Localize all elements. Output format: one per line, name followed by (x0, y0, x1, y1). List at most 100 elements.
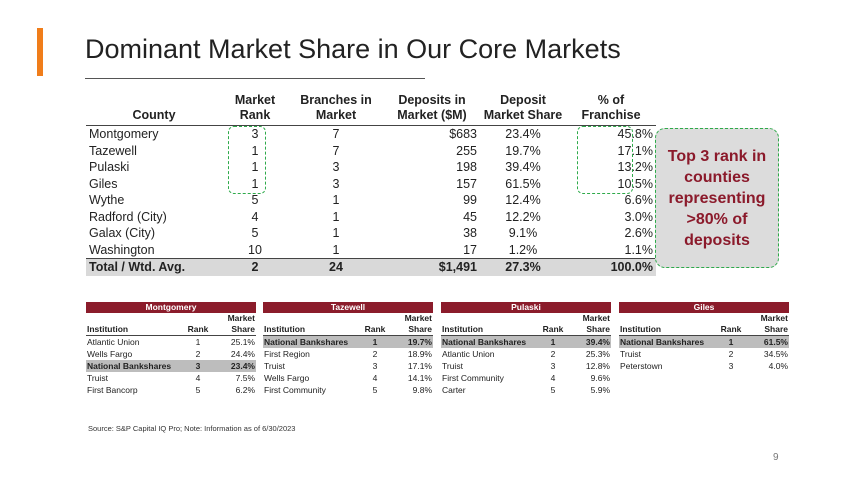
institution: First Region (264, 349, 310, 359)
market-share: 25.3% (585, 349, 610, 359)
market-share: 18.9% (407, 349, 432, 359)
cell: 61.5% (505, 176, 541, 191)
cell: 1 (251, 160, 259, 175)
market-share: 61.5% (747, 335, 789, 348)
cell: Tazewell (89, 143, 137, 158)
cell: Wythe (89, 193, 125, 208)
table-row: Wythe 5 1 99 12.4% 6.6% (86, 192, 656, 209)
market-share: 12.8% (585, 361, 610, 371)
rank: 3 (182, 360, 214, 372)
table-row: Radford (City) 4 1 45 12.2% 3.0% (86, 209, 656, 226)
header: Market (404, 313, 432, 323)
header: Institution (263, 324, 359, 336)
rank: 4 (550, 373, 556, 383)
cell: 17.1% (617, 143, 653, 158)
table-row: National Bankshares 1 19.7% (263, 335, 433, 348)
cell: Radford (City) (89, 209, 167, 224)
cell: 10 (248, 242, 262, 257)
cell: 1.2% (508, 242, 538, 257)
title-divider (85, 78, 425, 79)
cell: 9.1% (508, 226, 538, 241)
cell: $683 (449, 127, 477, 142)
cell: 255 (456, 143, 477, 158)
header-line1: Market (234, 93, 276, 107)
header-line2: Rank (222, 108, 288, 126)
header: Institution (619, 324, 715, 336)
accent-bar (37, 28, 43, 76)
header: Institution (441, 324, 537, 336)
institution: First Bancorp (87, 385, 138, 395)
cell: 7 (332, 143, 340, 158)
market-name: Tazewell (263, 302, 433, 313)
rank: 5 (550, 385, 556, 395)
table-row: Truist 2 34.5% (619, 348, 789, 360)
rank: 4 (195, 373, 201, 383)
total-cell: $1,491 (384, 258, 480, 276)
rank: 1 (537, 335, 569, 348)
cell: Montgomery (89, 127, 159, 142)
table-row: Truist 3 17.1% (263, 360, 433, 372)
header-line1: % of (597, 93, 625, 107)
header: Market (760, 313, 788, 323)
market-share: 4.0% (768, 361, 788, 371)
institution: Truist (87, 373, 108, 383)
table-row: First Bancorp 5 6.2% (86, 384, 256, 396)
cell: Washington (89, 242, 155, 257)
header-line1: Deposits in (398, 93, 466, 107)
header: Share (747, 324, 789, 336)
table-row: First Region 2 18.9% (263, 348, 433, 360)
total-cell: Total / Wtd. Avg. (86, 258, 222, 276)
rank: 4 (372, 373, 378, 383)
header: Rank (359, 324, 391, 336)
cell: 17 (463, 242, 477, 257)
rank: 5 (195, 385, 201, 395)
table-row: Washington 10 1 17 1.2% 1.1% (86, 242, 656, 259)
cell: Giles (89, 176, 118, 191)
market-share: 17.1% (407, 361, 432, 371)
rank: 3 (372, 361, 378, 371)
market-share: 9.8% (412, 385, 432, 395)
institution: Truist (264, 361, 285, 371)
cell: 4 (251, 209, 259, 224)
market-share: 24.4% (230, 349, 255, 359)
institution: Wells Fargo (264, 373, 310, 383)
table-row: Atlantic Union 1 25.1% (86, 336, 256, 349)
cell: Pulaski (89, 160, 130, 175)
header: Rank (715, 324, 747, 336)
cell: 1 (251, 143, 259, 158)
market-share: 14.1% (407, 373, 432, 383)
market-share: 6.2% (235, 385, 255, 395)
header: Market (227, 313, 255, 323)
cell: 6.6% (624, 193, 654, 208)
total-cell: 100.0% (566, 258, 656, 276)
page-number: 9 (773, 452, 779, 463)
rank: 2 (550, 349, 556, 359)
market-share: 9.6% (590, 373, 610, 383)
institution: First Community (442, 373, 504, 383)
rank-highlight (228, 126, 266, 194)
institution: Atlantic Union (442, 349, 495, 359)
header-line1: Branches in (300, 93, 372, 107)
institution: National Bankshares (441, 335, 537, 348)
cell: 5 (251, 226, 259, 241)
cell: 45.8% (617, 127, 653, 142)
market-share: 34.5% (763, 349, 788, 359)
header-line1: Deposit (500, 93, 546, 107)
cell: 1 (332, 193, 340, 208)
cell: 157 (456, 176, 477, 191)
cell: 23.4% (505, 127, 541, 142)
cell: 1 (332, 226, 340, 241)
header: Share (214, 324, 256, 336)
institution: Atlantic Union (87, 337, 140, 347)
cell: Galax (City) (89, 226, 155, 241)
institution: National Bankshares (263, 335, 359, 348)
institution: Wells Fargo (87, 349, 133, 359)
market-share: 39.4% (569, 335, 611, 348)
market-share: 5.9% (590, 385, 610, 395)
cell: 3 (332, 160, 340, 175)
table-row: First Community 4 9.6% (441, 372, 611, 384)
cell: 1 (251, 176, 259, 191)
header: Market (582, 313, 610, 323)
market-share: 7.5% (235, 373, 255, 383)
cell: 1 (332, 209, 340, 224)
